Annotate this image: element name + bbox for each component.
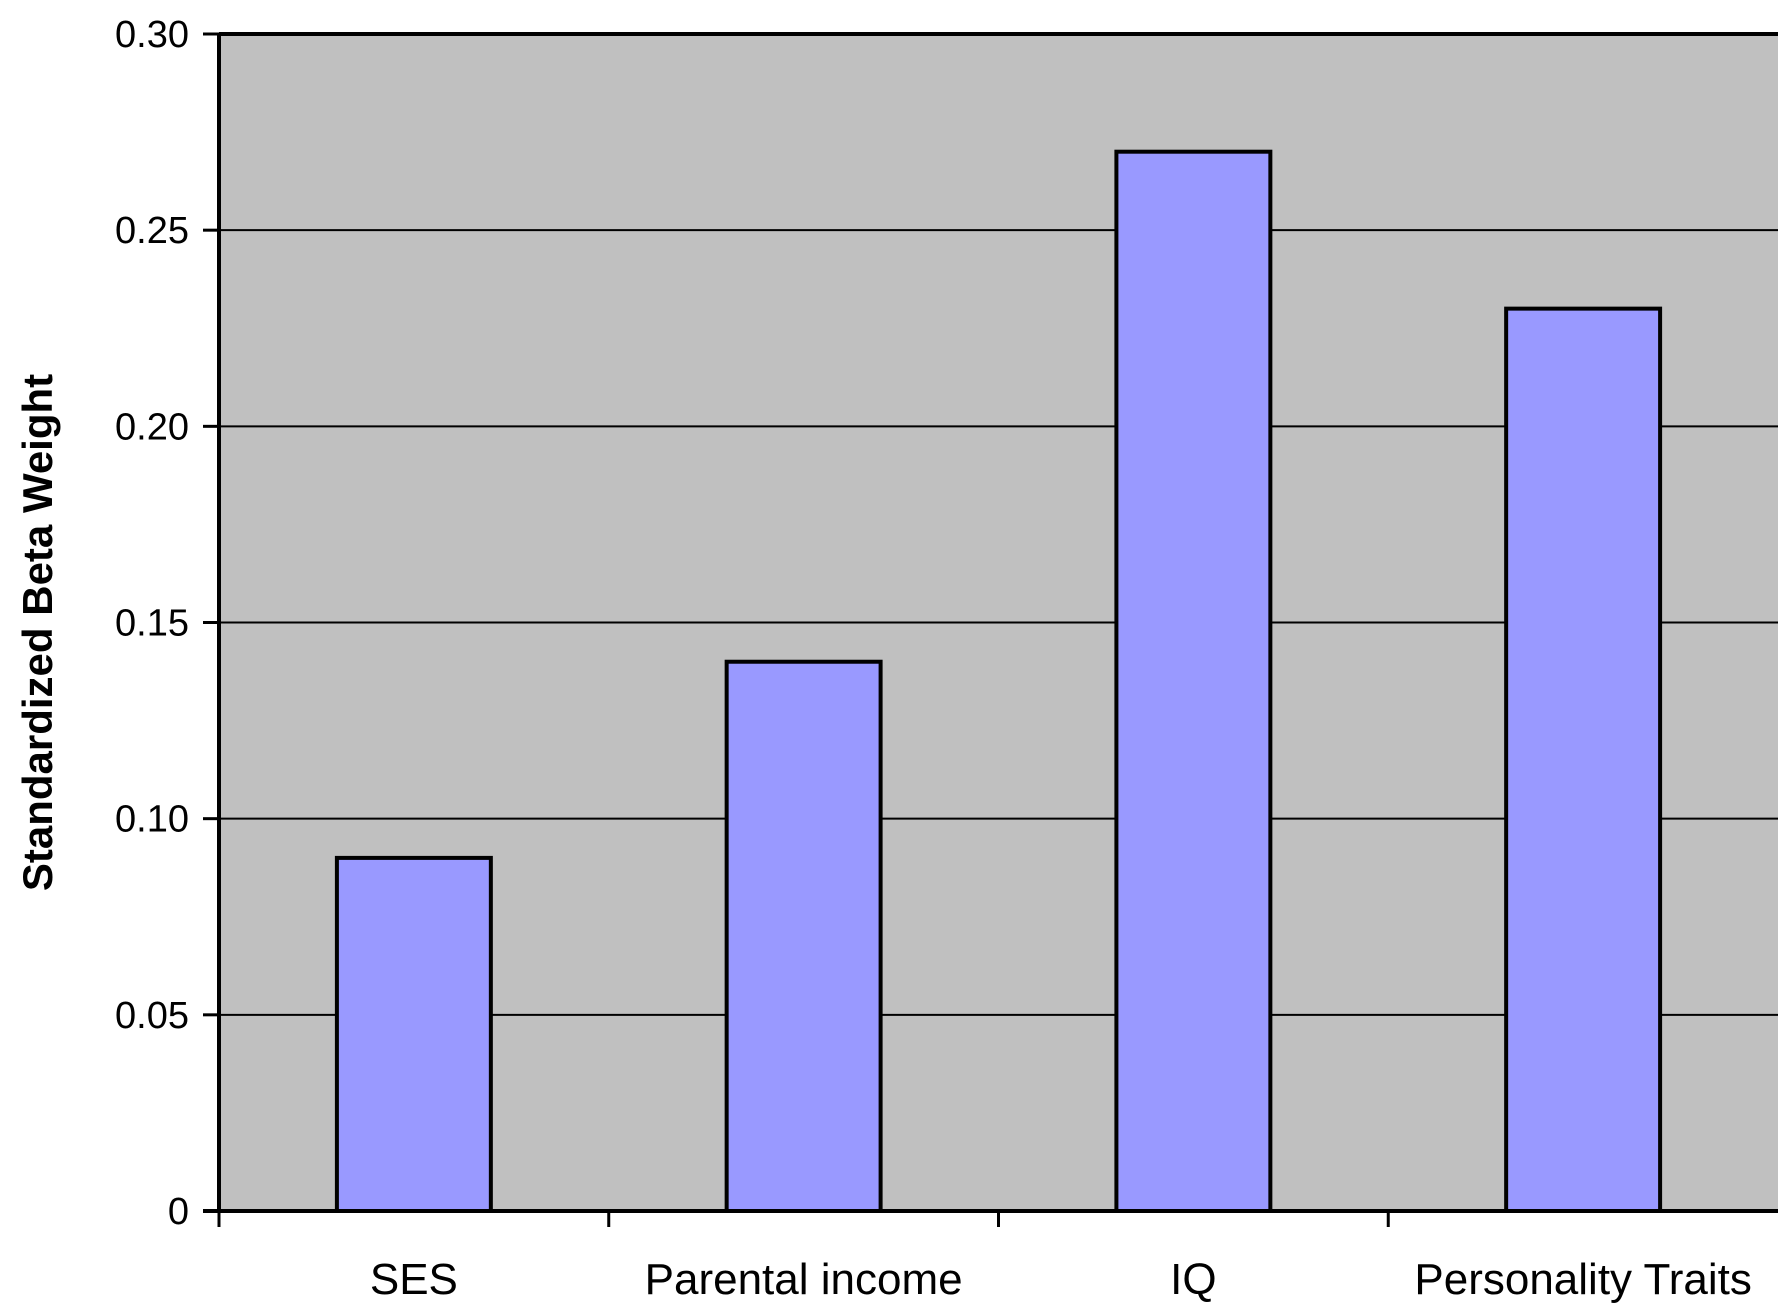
x-tick-label: Parental income [645, 1255, 963, 1304]
bar-ses [334, 855, 493, 1214]
y-tick-label: 0.10 [115, 799, 189, 841]
bar-parental-income [724, 659, 883, 1213]
y-tick-label: 0.05 [115, 995, 189, 1037]
y-tick-label: 0.30 [115, 14, 189, 56]
y-axis-title: Standardized Beta Weight [14, 374, 61, 891]
bar-iq [1114, 149, 1273, 1214]
x-tick-label: IQ [1170, 1255, 1216, 1304]
y-axis-ticks: 0 0.05 0.10 0.15 0.20 0.25 0.30 [115, 14, 219, 1233]
y-tick-label: 0 [168, 1191, 189, 1233]
x-tick-label: Personality Traits [1414, 1255, 1751, 1304]
y-tick-label: 0.25 [115, 210, 189, 252]
bars [334, 149, 1663, 1214]
bar-personality-traits [1504, 306, 1663, 1213]
x-axis-ticks: SES Parental income IQ Personality Traits [217, 1211, 1752, 1304]
y-tick-label: 0.20 [115, 406, 189, 448]
x-tick-label: SES [370, 1255, 458, 1304]
y-tick-label: 0.15 [115, 603, 189, 645]
